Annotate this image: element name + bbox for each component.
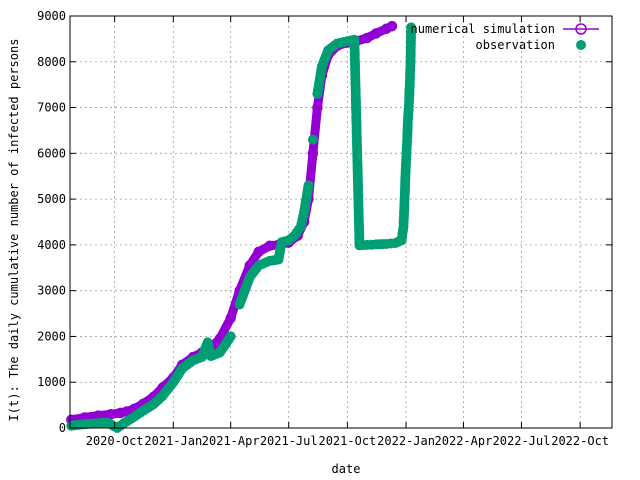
y-tick-label: 2000 (37, 329, 66, 343)
legend-marker-observation (576, 40, 586, 50)
marker-numerical-simulation (307, 148, 319, 159)
legend-marker-numerical-simulation (575, 23, 587, 35)
marker-observation (401, 147, 412, 158)
x-tick-label: 2021-Jul (260, 434, 318, 448)
x-tick-label: 2022-Oct (551, 434, 609, 448)
plot-area-border (69, 15, 613, 429)
y-tick-label: 0 (59, 421, 66, 435)
marker-numerical-simulation (312, 102, 323, 113)
marker-observation (406, 25, 417, 36)
x-tick-label: 2021-Apr (202, 434, 260, 448)
y-tick-label: 9000 (37, 9, 66, 23)
x-tick-label: 2021-Oct (318, 434, 376, 448)
y-tick-label: 8000 (37, 55, 66, 69)
x-tick-label: 2020-Oct (86, 434, 144, 448)
marker-numerical-simulation (225, 312, 236, 324)
x-tick-label: 2022-Apr (435, 434, 493, 448)
marker-numerical-simulation (253, 246, 264, 258)
marker-observation (366, 239, 377, 250)
marker-numerical-simulation (386, 20, 398, 32)
x-tick-label: 2022-Jul (493, 434, 551, 448)
marker-observation (358, 240, 369, 251)
y-tick-label: 3000 (37, 284, 66, 298)
marker-numerical-simulation (381, 23, 392, 35)
y-tick-label: 4000 (37, 238, 66, 252)
marker-numerical-simulation (361, 32, 373, 44)
axis-ticks (70, 15, 612, 429)
x-axis-label: date (332, 462, 361, 476)
marker-numerical-simulation (370, 28, 382, 39)
y-tick-label: 5000 (37, 192, 66, 206)
marker-observation (223, 334, 234, 345)
legend: numerical simulation observation (411, 22, 599, 52)
marker-observation (377, 239, 388, 250)
x-axis-tick-labels: 2020-Oct 2021-Jan 2021-Apr 2021-Jul 2021-Oct… (86, 434, 609, 448)
legend-label-numerical-simulation: numerical simulation (411, 22, 556, 36)
marker-observation (303, 183, 313, 194)
y-tick-label: 1000 (37, 375, 66, 389)
line-numerical-simulation (66, 21, 397, 425)
y-tick-label: 7000 (37, 101, 66, 115)
y-tick-label: 6000 (37, 146, 66, 160)
x-tick-label: 2021-Jan (144, 434, 202, 448)
y-axis-tick-labels: 0 1000 2000 3000 4000 5000 6000 7000 8000 9000 (37, 9, 66, 435)
series-observation (66, 22, 417, 433)
legend-label-observation: observation (476, 38, 555, 52)
marker-observation (307, 134, 318, 145)
y-axis-label: I(t): The daily cumulative number of inf… (7, 39, 21, 422)
x-tick-label: 2022-Jan (377, 434, 435, 448)
marker-numerical-simulation (115, 407, 126, 419)
grid (70, 15, 612, 429)
marker-observation (385, 238, 396, 249)
